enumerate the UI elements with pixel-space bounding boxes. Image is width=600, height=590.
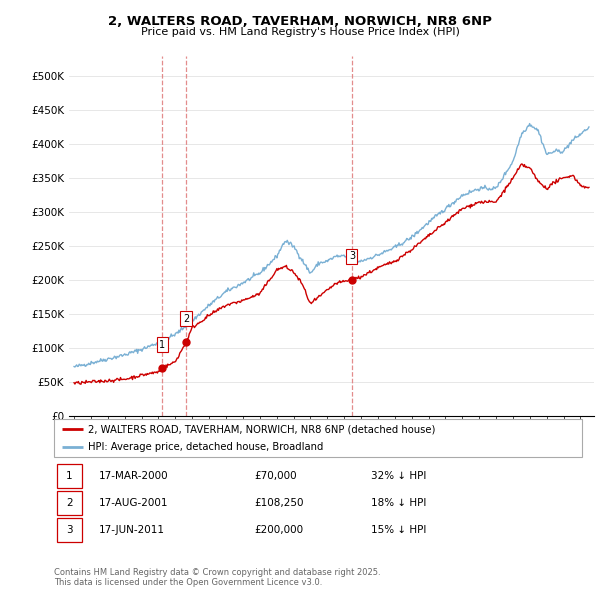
Text: HPI: Average price, detached house, Broadland: HPI: Average price, detached house, Broa…: [88, 442, 323, 452]
FancyBboxPatch shape: [56, 519, 82, 542]
Text: 17-MAR-2000: 17-MAR-2000: [99, 471, 169, 481]
Text: 18% ↓ HPI: 18% ↓ HPI: [371, 498, 426, 508]
Text: Price paid vs. HM Land Registry's House Price Index (HPI): Price paid vs. HM Land Registry's House …: [140, 27, 460, 37]
Text: £108,250: £108,250: [254, 498, 304, 508]
Text: 1: 1: [159, 340, 165, 350]
Text: £70,000: £70,000: [254, 471, 297, 481]
Text: 2: 2: [66, 498, 73, 508]
FancyBboxPatch shape: [54, 419, 582, 457]
Text: 15% ↓ HPI: 15% ↓ HPI: [371, 525, 426, 535]
Text: 3: 3: [349, 251, 355, 261]
Text: 1: 1: [66, 471, 73, 481]
Text: 3: 3: [66, 525, 73, 535]
FancyBboxPatch shape: [56, 464, 82, 487]
Text: 17-AUG-2001: 17-AUG-2001: [99, 498, 169, 508]
Text: 2, WALTERS ROAD, TAVERHAM, NORWICH, NR8 6NP (detached house): 2, WALTERS ROAD, TAVERHAM, NORWICH, NR8 …: [88, 424, 436, 434]
FancyBboxPatch shape: [56, 491, 82, 515]
Text: £200,000: £200,000: [254, 525, 304, 535]
Text: 17-JUN-2011: 17-JUN-2011: [99, 525, 165, 535]
Text: Contains HM Land Registry data © Crown copyright and database right 2025.
This d: Contains HM Land Registry data © Crown c…: [54, 568, 380, 587]
Text: 2, WALTERS ROAD, TAVERHAM, NORWICH, NR8 6NP: 2, WALTERS ROAD, TAVERHAM, NORWICH, NR8 …: [108, 15, 492, 28]
Text: 2: 2: [183, 314, 189, 324]
Text: 32% ↓ HPI: 32% ↓ HPI: [371, 471, 426, 481]
